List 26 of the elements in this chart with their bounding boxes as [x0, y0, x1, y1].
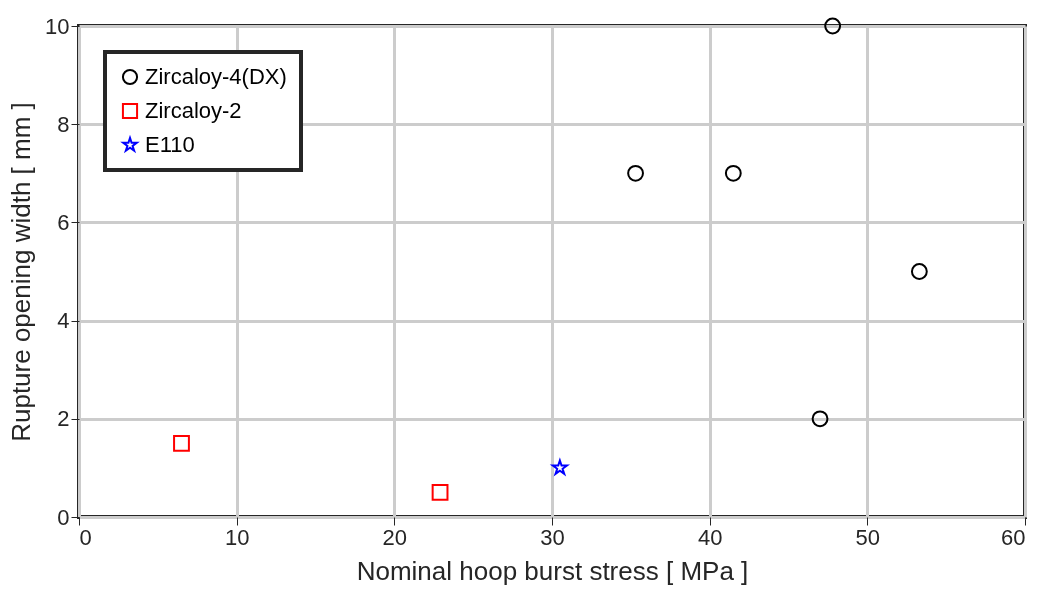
point: [811, 410, 829, 428]
y-tick-label: 4: [57, 308, 70, 334]
x-tick-label: 40: [697, 524, 723, 550]
x-tick-label: 50: [855, 524, 881, 550]
x-tick-label: 10: [224, 524, 250, 550]
x-tick-label: 30: [540, 524, 565, 550]
x-tick-label: 0: [79, 524, 92, 550]
y-tick-label: 8: [57, 111, 70, 137]
point: [431, 484, 449, 501]
x-axis-title: Nominal hoop burst stress [ MPa ]: [356, 555, 749, 586]
point: [910, 263, 928, 280]
x-tick-label: 20: [382, 524, 408, 550]
y-tick-label: 10: [45, 13, 70, 39]
point: [627, 164, 644, 182]
point: [173, 434, 190, 452]
point: [551, 459, 568, 475]
y-tick-label: 2: [57, 406, 70, 432]
legend-label: Zircaloy-2: [145, 98, 242, 123]
y-tick-label: 0: [57, 504, 70, 530]
point: [724, 164, 742, 182]
y-axis-title: Rupture opening width [ mm ]: [6, 102, 37, 442]
point: [824, 17, 842, 35]
y-tick-label: 6: [57, 209, 70, 235]
legend-label: Zircaloy-4(DX): [145, 64, 287, 89]
x-tick-label: 60: [1001, 524, 1026, 550]
legend-label: E110: [145, 132, 195, 157]
